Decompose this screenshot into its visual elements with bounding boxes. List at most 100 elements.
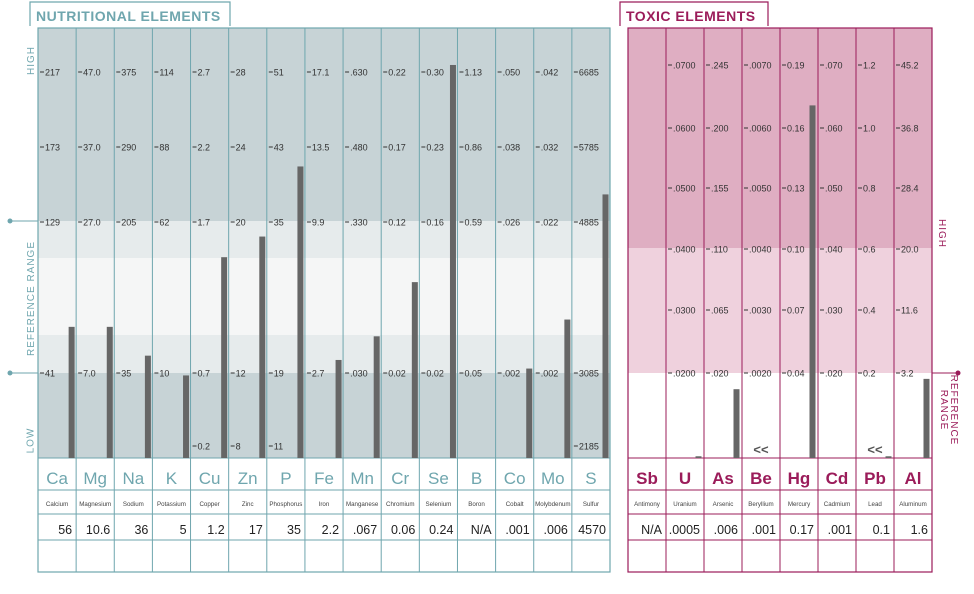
high-band [38,28,610,221]
tick-label: .050 [503,68,521,78]
tick-label: 173 [45,143,60,153]
bar-mn [373,336,380,458]
tick-label: .070 [825,61,843,71]
tick-label: 3085 [579,369,599,379]
reference-marker-dot [955,370,961,376]
bar-al [923,378,930,458]
tick-label: 129 [45,218,60,228]
element-symbol: Se [428,469,449,488]
tick-label: 0.4 [863,306,876,316]
tick-label: .032 [541,143,559,153]
tick-label: 1.13 [464,68,482,78]
tick-label: 9.9 [312,218,325,228]
tick-label: 5785 [579,143,599,153]
result-value: 56 [58,523,72,537]
tick-label: 375 [121,68,136,78]
tick-label: .030 [350,369,368,379]
tick-label: 114 [159,68,173,78]
tick-label: 62 [159,218,169,228]
bar-cr [411,282,418,458]
tick-label: 36.8 [901,124,919,134]
tick-label: 0.12 [388,218,406,228]
tick-label: 0.6 [863,245,876,255]
element-symbol: Hg [788,469,811,488]
bar-na [144,355,151,458]
element-name: Arsenic [713,501,734,508]
tick-label: 2.2 [198,143,211,153]
toxic-title: TOXIC ELEMENTS [626,8,756,24]
reference-band-lower [38,335,610,373]
tick-label: 2185 [579,442,599,452]
reference-band-center [38,258,610,335]
nut-title-tab [29,1,231,26]
tick-label: 7.0 [83,369,96,379]
element-symbol: Na [122,469,144,488]
tick-label: 45.2 [901,61,919,71]
tick-label: 0.8 [863,184,876,194]
tick-label: .020 [711,369,729,379]
tick-label: .030 [825,306,843,316]
tick-label: .0060 [749,124,772,134]
element-name: Beryllium [748,501,773,508]
element-symbol: Ca [46,469,68,488]
result-value: .001 [505,523,529,537]
result-value: 17 [249,523,263,537]
tick-label: 17.1 [312,68,330,78]
element-name: Chromium [386,501,415,508]
bar-p [297,166,304,458]
tick-label: 11.6 [901,306,918,316]
tick-label: 217 [45,68,60,78]
result-value: 1.2 [207,523,224,537]
element-name: Sodium [123,501,144,508]
tick-label: 0.02 [388,369,406,379]
nut-reference-label: REFERENCE RANGE [25,240,37,356]
tick-label: .002 [541,369,559,379]
tick-label: .042 [541,68,559,78]
tick-label: .330 [350,218,368,228]
result-value: N/A [471,523,493,537]
element-name: Calcium [46,501,68,508]
tick-label: 11 [274,442,283,452]
element-symbol: Zn [238,469,258,488]
tick-label: 2.7 [312,369,325,379]
element-name: Boron [468,501,485,508]
tick-label: 0.07 [787,306,805,316]
result-value: 0.06 [391,523,415,537]
tick-label: 13.5 [312,143,330,153]
tick-label: .110 [711,245,728,255]
element-name: Mercury [788,501,811,508]
tick-label: .060 [825,124,843,134]
result-value: 2.2 [322,523,339,537]
tick-label: .020 [825,369,843,379]
element-name: Cobalt [506,501,524,508]
tick-label: 19 [274,369,284,379]
tick-label: 8 [236,442,241,452]
tick-label: .050 [825,184,843,194]
element-symbol: Cu [199,469,221,488]
element-name: Zinc [242,501,254,508]
result-value: 35 [287,523,301,537]
tick-label: 0.59 [464,218,482,228]
element-name: Magnesium [79,501,111,508]
result-value: 5 [180,523,187,537]
element-symbol: As [712,469,734,488]
tox-reference-label: REFERENCE RANGE [938,374,959,446]
tick-label: 47.0 [83,68,101,78]
tick-label: .0070 [749,61,772,71]
result-value: 10.6 [86,523,110,537]
element-name: Selenium [426,501,452,508]
tick-label: 0.19 [787,61,805,71]
tick-label: .0020 [749,369,772,379]
result-value: .0005 [669,523,700,537]
tick-label: .0700 [673,61,696,71]
tick-label: 0.10 [787,245,805,255]
tick-label: 28 [236,68,246,78]
element-symbol: B [471,469,482,488]
tick-label: .038 [503,143,521,153]
tick-label: 88 [159,143,169,153]
element-name: Copper [199,501,219,508]
element-symbol: U [679,469,691,488]
element-symbol: Mn [350,469,374,488]
